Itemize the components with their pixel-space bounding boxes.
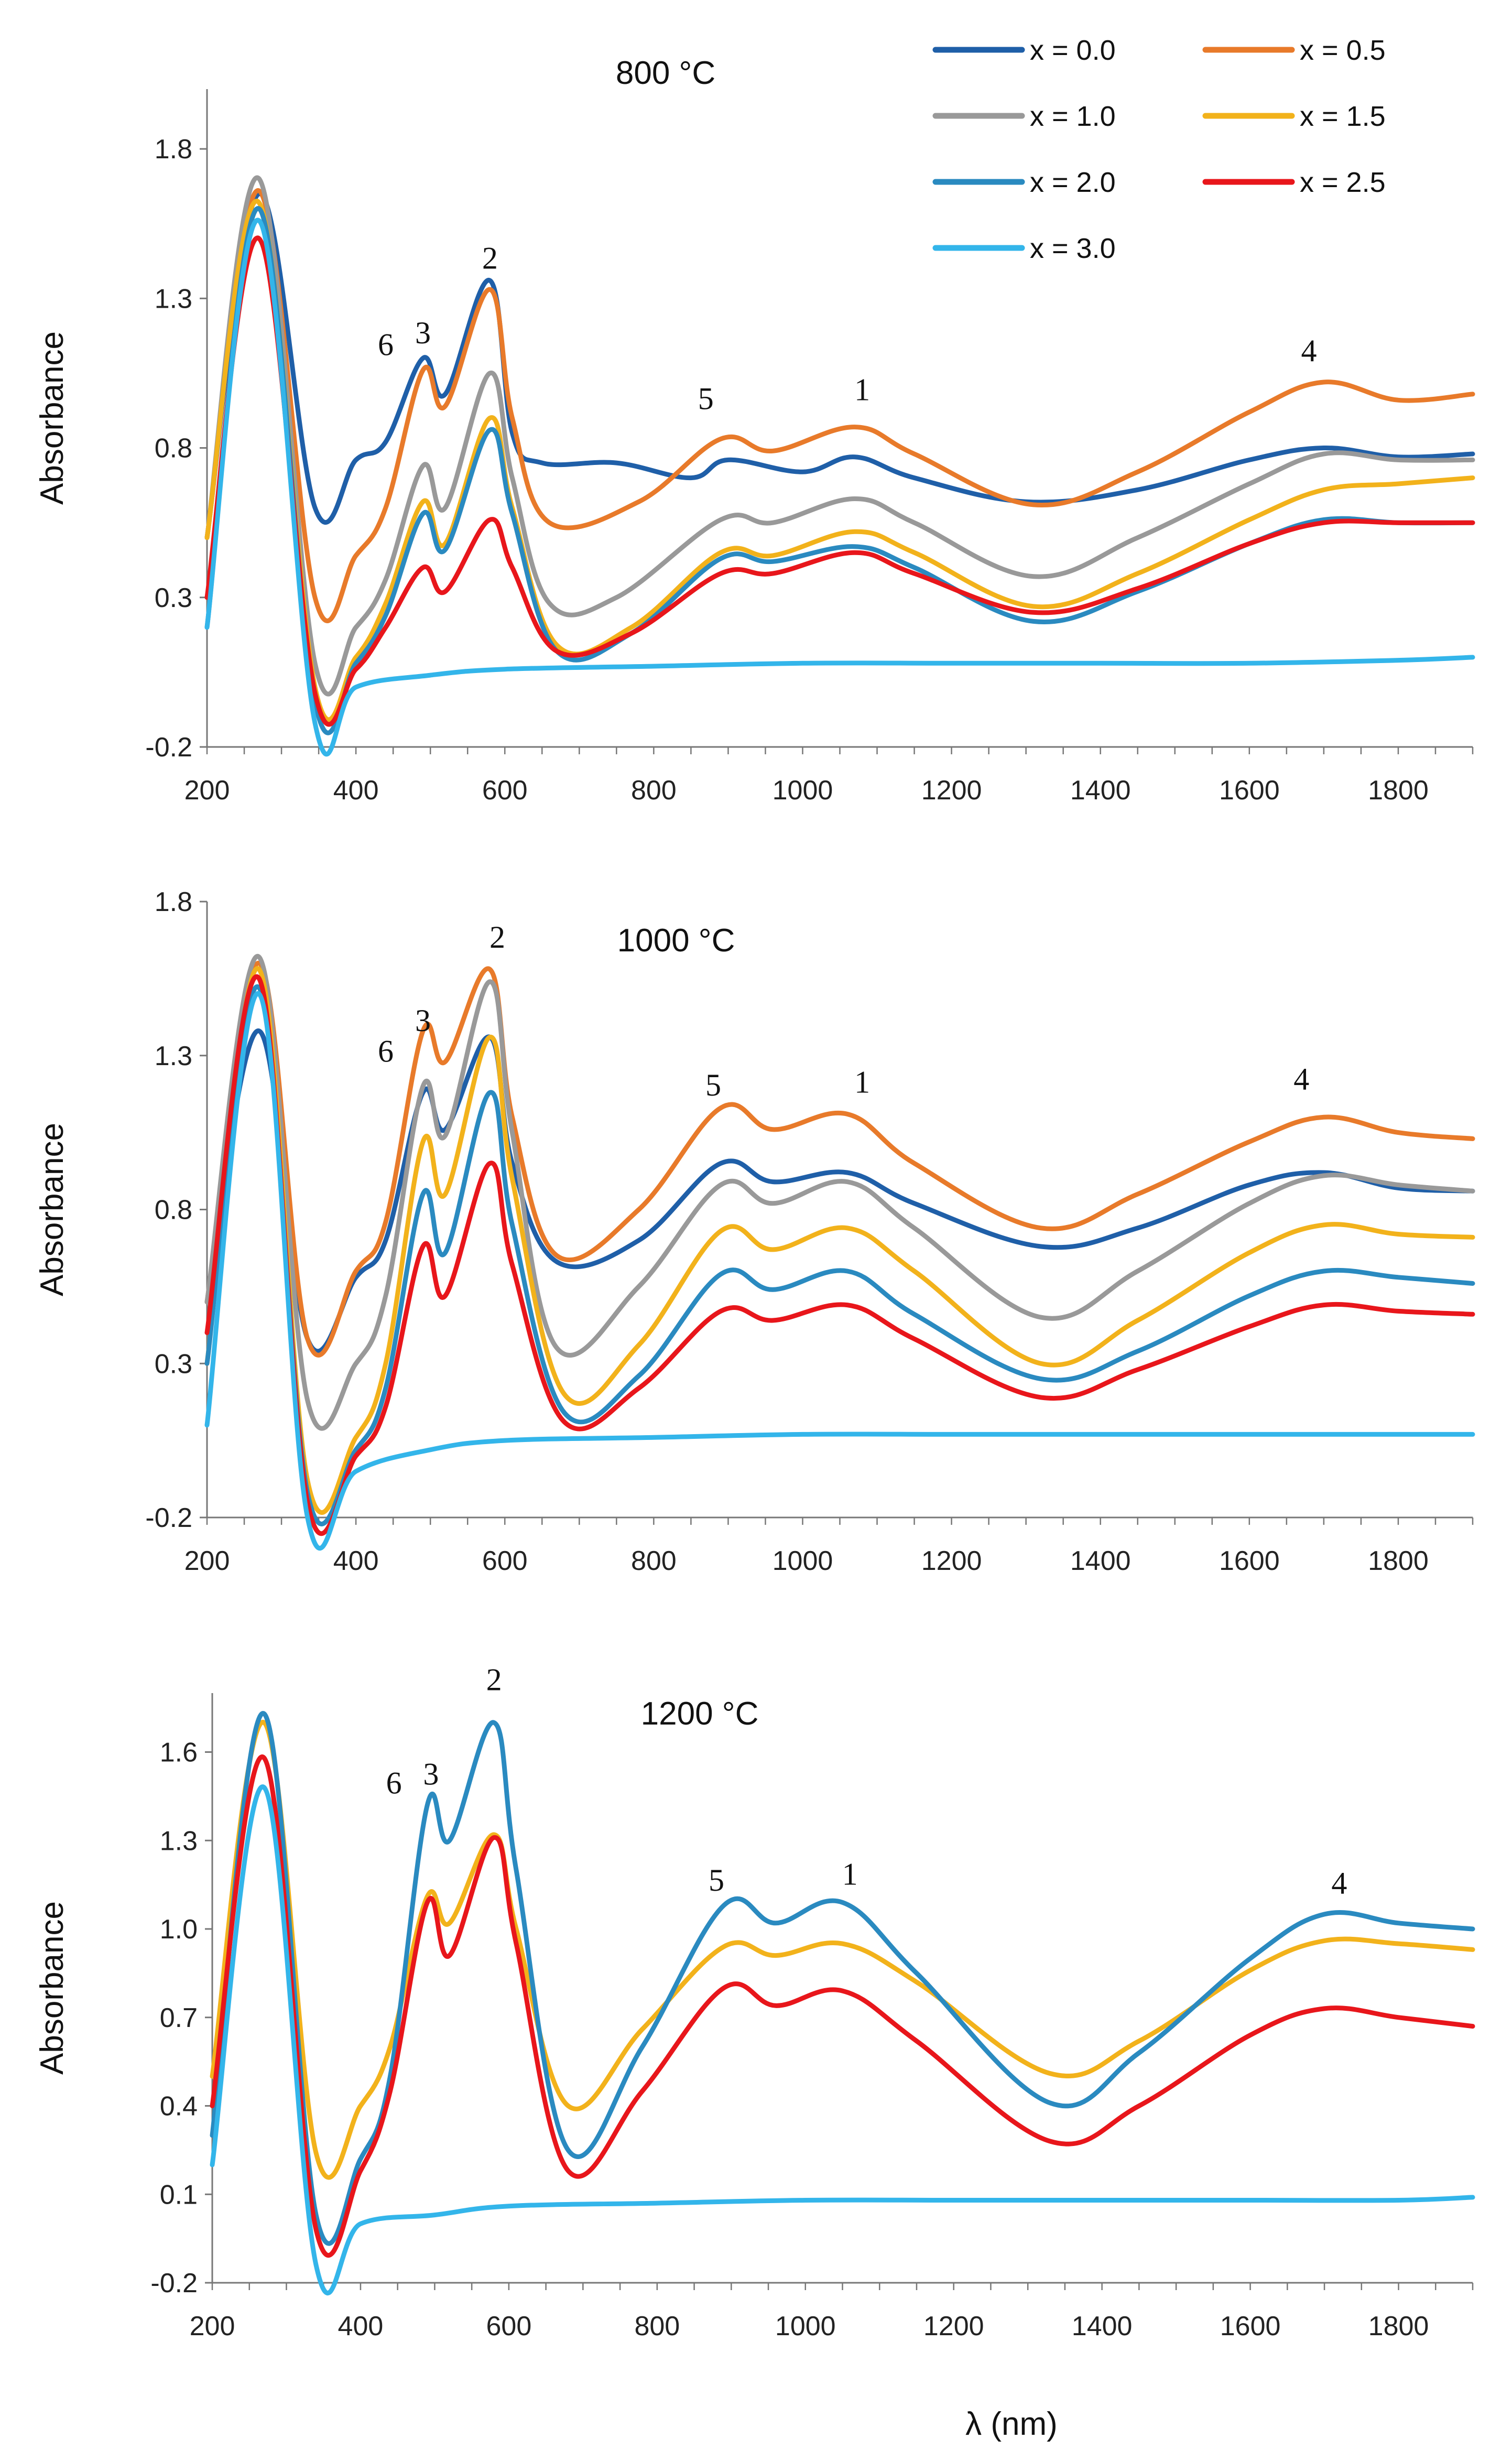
series-line bbox=[204, 953, 1475, 1431]
peak-annotation: 4 bbox=[1331, 1866, 1347, 1901]
legend: x = 0.0 x = 0.5 x = 1.0 x = 1.5 x = 2.0 x = 2… bbox=[932, 35, 1386, 264]
y-tick-label: 1.3 bbox=[160, 1826, 198, 1856]
series-line bbox=[204, 235, 1475, 727]
y-tick-label: 0.4 bbox=[160, 2091, 198, 2122]
x-tick-label: 800 bbox=[634, 2311, 680, 2341]
series-line bbox=[210, 1711, 1475, 2246]
x-tick-label: 1800 bbox=[1368, 775, 1429, 806]
chart-panel-0: -0.2 0.3 0.8 1.3 1.8 200 400 600 800 1000 1200 1400… bbox=[34, 35, 1475, 806]
y-tick-label: 1.8 bbox=[155, 134, 192, 165]
y-axis-title: Absorbance bbox=[34, 331, 70, 505]
y-tick-label: 0.1 bbox=[160, 2180, 198, 2210]
x-tick-label: 800 bbox=[631, 1546, 677, 1576]
x-tick-label: 1000 bbox=[775, 2311, 836, 2341]
series-line bbox=[204, 175, 1475, 697]
peak-annotation: 1 bbox=[842, 1857, 858, 1892]
y-tick-label: 0.3 bbox=[155, 1349, 192, 1379]
y-tick-label: 1.3 bbox=[155, 284, 192, 314]
series-line bbox=[210, 1784, 1475, 2295]
series-line bbox=[204, 961, 1475, 1358]
y-tick-label: 1.6 bbox=[160, 1738, 198, 1768]
y-tick-label: -0.2 bbox=[145, 732, 192, 763]
peak-annotation: 6 bbox=[378, 328, 394, 362]
x-tick-label: 400 bbox=[338, 2311, 384, 2341]
panel-title: 800 °C bbox=[616, 55, 715, 91]
x-tick-label: 1800 bbox=[1368, 2311, 1429, 2341]
chart-panel-1: -0.2 0.3 0.8 1.3 1.8 200 400 600 800 1000 1200 1400… bbox=[34, 887, 1475, 1576]
peak-annotation: 5 bbox=[698, 381, 714, 416]
x-tick-label: 600 bbox=[482, 1546, 528, 1576]
y-tick-label: 1.8 bbox=[155, 887, 192, 917]
series-line bbox=[204, 1028, 1475, 1353]
x-tick-label: 1200 bbox=[921, 775, 982, 806]
panel-title: 1000 °C bbox=[617, 923, 735, 959]
peak-annotation: 2 bbox=[486, 1662, 502, 1697]
peak-annotation: 6 bbox=[378, 1034, 394, 1069]
legend-label: x = 1.5 bbox=[1300, 101, 1386, 132]
x-tick-label: 600 bbox=[486, 2311, 531, 2341]
x-axis-title: λ (nm) bbox=[965, 2406, 1058, 2442]
legend-label: x = 0.0 bbox=[1030, 35, 1116, 66]
legend-label: x = 1.0 bbox=[1030, 101, 1116, 132]
x-tick-label: 1400 bbox=[1070, 775, 1131, 806]
series-line bbox=[204, 218, 1475, 757]
legend-label: x = 3.0 bbox=[1030, 233, 1116, 264]
peak-annotation: 4 bbox=[1293, 1061, 1309, 1096]
series-line bbox=[204, 991, 1475, 1551]
x-tick-label: 200 bbox=[184, 1546, 230, 1576]
x-tick-label: 1000 bbox=[773, 775, 833, 806]
peak-annotation: 5 bbox=[705, 1068, 721, 1102]
x-tick-label: 200 bbox=[184, 775, 230, 806]
x-tick-label: 1400 bbox=[1070, 1546, 1131, 1576]
x-tick-label: 800 bbox=[631, 775, 677, 806]
y-tick-label: 0.7 bbox=[160, 2003, 198, 2033]
legend-label: x = 0.5 bbox=[1300, 35, 1386, 66]
x-tick-label: 400 bbox=[333, 1546, 379, 1576]
peak-annotation: 6 bbox=[386, 1765, 402, 1800]
series-line bbox=[210, 1720, 1475, 2180]
y-tick-label: 1.3 bbox=[155, 1041, 192, 1071]
y-axis-title: Absorbance bbox=[34, 1901, 70, 2075]
x-tick-label: 1600 bbox=[1219, 775, 1280, 806]
peak-annotation: 3 bbox=[415, 316, 431, 350]
y-tick-label: -0.2 bbox=[145, 1503, 192, 1533]
peak-annotation: 4 bbox=[1301, 333, 1317, 368]
x-tick-label: 400 bbox=[333, 775, 379, 806]
x-tick-label: 1800 bbox=[1368, 1546, 1429, 1576]
x-tick-label: 1600 bbox=[1219, 1546, 1280, 1576]
y-tick-label: 0.8 bbox=[155, 1195, 192, 1226]
peak-annotation: 3 bbox=[415, 1003, 431, 1038]
peak-annotation: 1 bbox=[854, 372, 870, 407]
peak-annotation: 1 bbox=[854, 1065, 870, 1099]
series-line bbox=[204, 188, 1475, 623]
peak-annotation: 2 bbox=[482, 241, 498, 275]
x-tick-label: 1600 bbox=[1220, 2311, 1281, 2341]
series-line bbox=[204, 191, 1475, 540]
y-tick-label: 1.0 bbox=[160, 1914, 198, 1945]
y-tick-label: -0.2 bbox=[150, 2268, 198, 2299]
peak-annotation: 3 bbox=[423, 1757, 439, 1791]
panel-title: 1200 °C bbox=[641, 1696, 759, 1732]
y-tick-label: 0.3 bbox=[155, 583, 192, 613]
peak-annotation: 2 bbox=[490, 920, 505, 955]
x-tick-label: 1200 bbox=[923, 2311, 984, 2341]
legend-label: x = 2.5 bbox=[1300, 167, 1386, 198]
x-tick-label: 1200 bbox=[921, 1546, 982, 1576]
x-tick-label: 1400 bbox=[1072, 2311, 1133, 2341]
peak-annotation: 5 bbox=[709, 1863, 724, 1898]
legend-label: x = 2.0 bbox=[1030, 167, 1116, 198]
x-tick-label: 600 bbox=[482, 775, 528, 806]
y-axis-title: Absorbance bbox=[34, 1123, 70, 1296]
x-tick-label: 1000 bbox=[773, 1546, 833, 1576]
series-line bbox=[210, 1754, 1475, 2258]
y-tick-label: 0.8 bbox=[155, 433, 192, 464]
x-tick-label: 200 bbox=[190, 2311, 235, 2341]
